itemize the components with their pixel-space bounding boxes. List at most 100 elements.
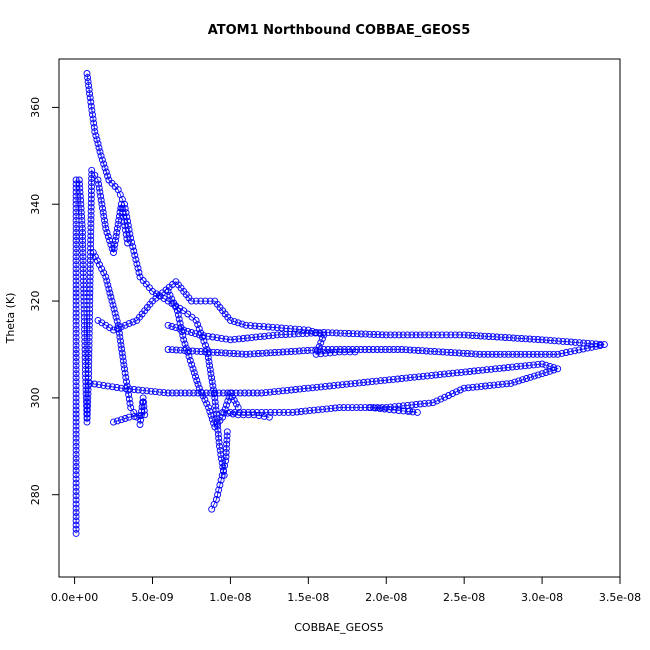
- x-tick-label: 3.5e-08: [599, 591, 641, 604]
- data-point: [222, 449, 230, 456]
- data-point: [86, 317, 93, 325]
- data-point: [451, 349, 459, 357]
- data-point: [376, 405, 384, 412]
- data-point: [398, 375, 406, 382]
- data-point: [215, 438, 223, 446]
- data-point: [102, 321, 110, 329]
- data-point: [72, 301, 80, 309]
- data-point: [82, 390, 90, 398]
- data-point: [72, 196, 80, 204]
- data-point: [404, 331, 411, 339]
- data-point: [192, 316, 200, 324]
- data-point: [77, 200, 85, 208]
- data-point: [206, 297, 214, 305]
- data-point: [121, 365, 128, 373]
- data-point: [304, 384, 312, 392]
- data-point: [474, 367, 482, 375]
- data-point: [441, 393, 449, 401]
- data-point: [195, 331, 203, 339]
- data-point: [267, 408, 274, 416]
- data-point: [164, 287, 172, 295]
- data-point: [480, 350, 488, 358]
- data-point: [362, 330, 369, 338]
- data-point: [523, 375, 530, 382]
- data-point: [87, 220, 95, 228]
- data-point: [232, 400, 240, 408]
- data-point: [87, 98, 95, 106]
- data-point: [505, 350, 512, 358]
- x-tick-label: 2.0e-08: [365, 591, 407, 604]
- data-point: [219, 413, 227, 421]
- data-point: [263, 349, 270, 357]
- data-point: [88, 170, 96, 178]
- data-point: [202, 297, 209, 305]
- data-point: [260, 412, 268, 420]
- data-point: [355, 379, 363, 387]
- data-point: [215, 434, 223, 442]
- data-point: [341, 329, 349, 337]
- data-point: [496, 350, 504, 358]
- data-point: [125, 320, 133, 328]
- data-point: [101, 220, 109, 228]
- y-axis-title: Theta (K): [4, 293, 17, 345]
- data-point: [481, 332, 489, 340]
- data-point: [86, 269, 94, 277]
- data-point: [235, 335, 243, 343]
- series-line: [90, 363, 560, 413]
- data-point: [402, 374, 410, 382]
- data-point: [72, 386, 80, 394]
- data-point: [77, 208, 85, 216]
- data-point: [201, 348, 209, 356]
- data-point: [238, 320, 246, 328]
- data-point: [554, 350, 562, 358]
- data-point: [411, 373, 419, 381]
- data-point: [534, 360, 542, 368]
- data-point: [538, 336, 546, 344]
- x-tick-label: 1.0e-08: [209, 591, 251, 604]
- data-point: [89, 115, 97, 123]
- data-point: [83, 70, 91, 77]
- data-point: [529, 350, 537, 358]
- data-point: [125, 391, 133, 399]
- data-point: [457, 368, 465, 376]
- data-point: [81, 321, 88, 329]
- data-point: [94, 140, 102, 148]
- data-point: [476, 350, 484, 358]
- y-tick-label: 280: [29, 484, 42, 505]
- data-point: [205, 404, 213, 412]
- data-point: [231, 335, 239, 343]
- data-point: [133, 260, 141, 268]
- data-point: [122, 209, 130, 217]
- data-point: [425, 331, 433, 339]
- data-point: [81, 354, 89, 361]
- data-point: [72, 402, 80, 410]
- data-point: [117, 416, 125, 424]
- data-point: [124, 386, 132, 394]
- data-point: [250, 350, 258, 358]
- data-point: [296, 385, 304, 393]
- data-point: [91, 128, 99, 136]
- data-point: [230, 396, 238, 404]
- data-point: [251, 322, 259, 330]
- data-point: [399, 402, 407, 410]
- data-point: [468, 332, 476, 339]
- data-point: [477, 382, 485, 390]
- data-point: [80, 313, 88, 321]
- data-point: [95, 381, 103, 389]
- data-point: [72, 261, 80, 269]
- y-axis: 280 300 320 340 360: [29, 97, 60, 505]
- data-point: [267, 349, 275, 357]
- data-point: [202, 341, 209, 349]
- data-point: [72, 212, 80, 220]
- data-point: [398, 346, 406, 353]
- data-point: [496, 364, 504, 372]
- data-point: [304, 347, 311, 354]
- data-point: [85, 86, 93, 94]
- data-point: [245, 411, 253, 419]
- data-point: [193, 347, 201, 355]
- data-point: [72, 454, 80, 462]
- data-point: [79, 253, 87, 261]
- data-point: [136, 421, 144, 428]
- data-point: [123, 213, 131, 221]
